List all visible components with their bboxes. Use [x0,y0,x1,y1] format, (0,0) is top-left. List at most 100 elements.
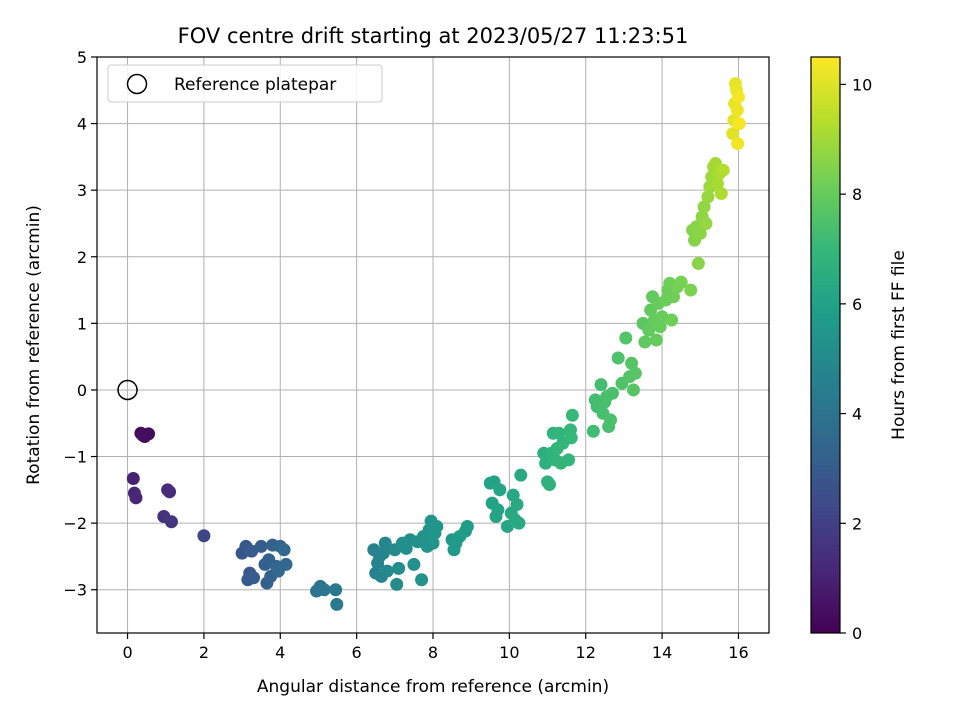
data-point [604,413,618,427]
data-point [426,536,440,550]
legend-box [107,64,383,103]
x-axis-ticks: 0 2 4 6 8 10 12 14 16 [122,633,749,662]
y-tick-label: −1 [63,448,87,467]
data-point [628,366,642,380]
colorbar-ticks: 0 2 4 6 8 10 [840,75,872,643]
data-point [674,275,688,289]
legend: Reference platepar [107,64,383,103]
colorbar-tick-label: 6 [852,295,862,314]
data-point [586,424,600,438]
data-point [697,200,711,214]
chart-title: FOV centre drift starting at 2023/05/27 … [178,24,689,48]
data-point [730,103,744,117]
data-point [626,383,640,397]
y-axis-label: Rotation from reference (arcmin) [24,205,44,485]
data-point [407,557,421,571]
x-tick-label: 6 [352,643,362,662]
x-tick-label: 8 [428,643,438,662]
legend-entry-reference: Reference platepar [174,75,336,95]
data-point [254,539,268,553]
data-point [731,137,745,151]
data-point [665,313,679,327]
data-point [611,351,625,365]
data-point [562,453,576,467]
data-point [197,529,211,543]
y-tick-label: 1 [77,314,87,333]
data-point [460,519,474,533]
data-point [380,564,394,578]
x-axis-label: Angular distance from reference (arcmin) [257,677,609,697]
x-tick-label: 10 [499,643,519,662]
data-point [684,283,698,297]
data-point [262,553,276,567]
data-point [510,497,524,511]
y-tick-label: 3 [77,181,87,200]
colorbar-label: Hours from first FF file [889,250,909,440]
data-point [514,468,528,482]
data-point [726,127,740,141]
data-point [667,290,681,304]
data-point [247,571,261,585]
colorbar-tick-label: 4 [852,405,862,424]
data-point [731,90,745,104]
legend-marker-reference [126,73,148,95]
colorbar-tick-label: 10 [852,75,872,94]
data-point [126,472,140,486]
y-axis-ticks: −3 −2 −1 0 1 2 3 4 5 [63,48,97,600]
data-point [415,573,429,587]
data-point [714,187,728,201]
data-point [493,483,507,497]
x-tick-label: 14 [652,643,672,662]
data-point [649,333,663,347]
data-point [594,378,608,392]
y-tick-label: −3 [63,581,87,600]
data-point [378,536,392,550]
colorbar-tick-label: 2 [852,514,862,533]
reference-platepar-marker [117,379,138,401]
data-point [129,491,143,505]
colorbar-tick-label: 8 [852,185,862,204]
y-tick-label: 2 [77,248,87,267]
data-point [392,561,406,575]
colorbar-tick-label: 0 [852,624,862,643]
data-point [701,190,715,204]
data-point [732,117,746,131]
data-point [565,408,579,422]
colorbar: 0 2 4 6 8 10 Hours from first FF file [810,56,909,643]
data-point [271,564,285,578]
data-point [277,543,291,557]
data-point [329,583,343,597]
y-tick-label: 0 [77,381,87,400]
data-point [691,256,705,270]
data-point [716,163,730,177]
data-points [117,77,746,611]
data-point [317,583,331,597]
y-tick-label: 4 [77,115,87,134]
data-point [605,386,619,400]
data-point [164,515,178,529]
data-point [693,226,707,240]
data-point [390,577,404,591]
x-tick-label: 2 [199,643,209,662]
data-point [619,331,633,345]
colorbar-frame [810,56,841,634]
data-point [564,431,578,445]
data-point [330,597,344,611]
data-point [376,546,390,560]
y-tick-label: −2 [63,514,87,533]
y-tick-label: 5 [77,48,87,67]
x-tick-label: 0 [122,643,132,662]
data-point [653,320,667,334]
data-point [552,426,566,440]
data-point [642,323,656,337]
data-point [512,516,526,530]
data-point [638,335,652,349]
data-point [430,519,444,533]
data-point [699,216,713,230]
x-tick-label: 16 [728,643,748,662]
data-point [625,356,639,370]
colorbar-gradient [811,57,840,633]
data-point [491,503,505,517]
data-point [542,478,556,492]
